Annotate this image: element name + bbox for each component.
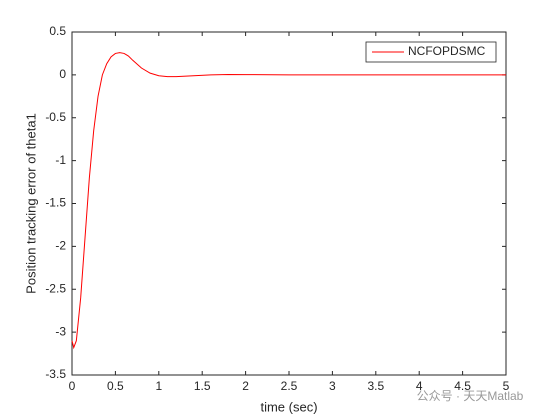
legend-box — [365, 41, 497, 63]
line-series — [71, 52, 506, 350]
x-tick-label: 1 — [155, 379, 162, 393]
x-tick-label: 2 — [242, 379, 249, 393]
x-tick-label: 3 — [329, 379, 336, 393]
y-tick-label: -2.5 — [45, 281, 66, 295]
y-tick-label: -1 — [55, 153, 66, 167]
y-tick-label: 0.5 — [49, 24, 66, 38]
x-tick-label: 1.5 — [194, 379, 211, 393]
watermark: 公众号 · 天天Matlab — [417, 389, 524, 403]
x-tick-label: 0.5 — [107, 379, 124, 393]
y-tick-label: -3.5 — [45, 367, 66, 381]
y-axis-label: Position tracking error of theta1 — [23, 113, 38, 294]
x-tick-label: 4 — [416, 379, 423, 393]
axes-box — [71, 31, 507, 376]
x-axis-label: time (sec) — [260, 399, 317, 414]
x-tick-label: 5 — [503, 379, 510, 393]
y-tick-label: -2 — [55, 239, 66, 253]
y-tick-label: 0 — [59, 67, 66, 81]
y-tick-label: -1.5 — [45, 196, 66, 210]
y-tick-label: -3 — [55, 324, 66, 338]
y-tick-label: -0.5 — [45, 110, 66, 124]
x-tick-label: 0 — [69, 379, 76, 393]
x-tick-label: 2.5 — [281, 379, 298, 393]
x-tick-label: 4.5 — [454, 379, 471, 393]
x-tick-label: 3.5 — [367, 379, 384, 393]
legend-label: NCFOPDSMC — [408, 44, 486, 58]
